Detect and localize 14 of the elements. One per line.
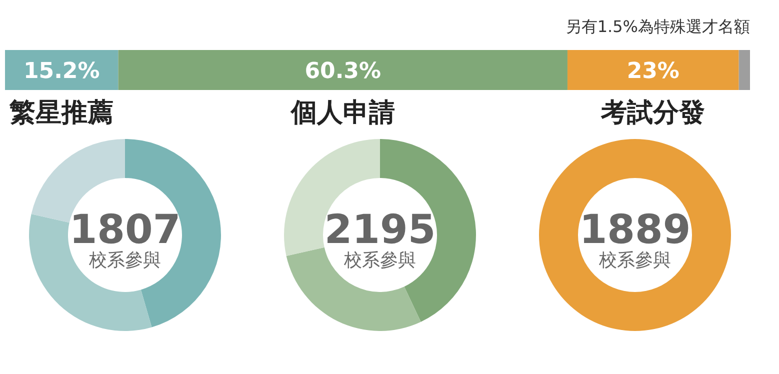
text: 校系參與 <box>598 250 671 271</box>
bar <box>738 50 750 90</box>
bar <box>567 50 739 90</box>
bar <box>118 50 568 90</box>
data-label: 60.3% <box>304 59 382 84</box>
series-label: 個人申請 <box>290 98 395 128</box>
donut-slice <box>286 247 421 331</box>
series-label: 考試分發 <box>600 98 706 128</box>
text: 校系參與 <box>88 250 161 271</box>
text: 另有1.5%為特殊選才名額 <box>565 17 750 36</box>
series-label: 繁星推薦 <box>8 98 114 128</box>
data-label: 15.2% <box>23 59 100 84</box>
data-label: 23% <box>626 59 680 84</box>
text: 校系參與 <box>343 250 416 271</box>
